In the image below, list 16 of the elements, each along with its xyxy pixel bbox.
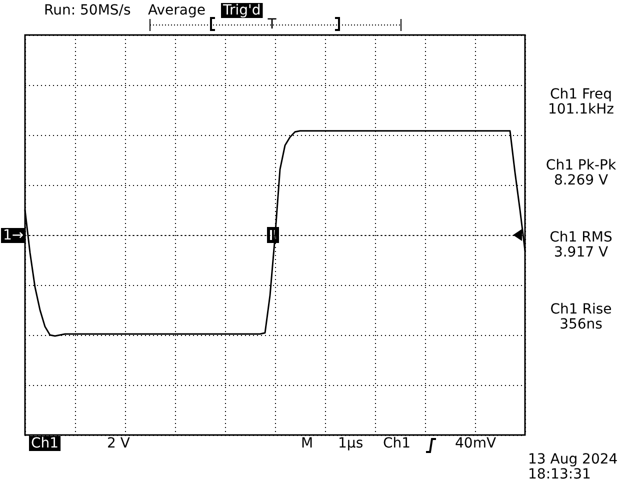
- text: Average: [148, 2, 206, 18]
- text: 2 V: [107, 436, 130, 452]
- text: T: [266, 16, 277, 32]
- text: Ch1 Pk-Pk 8.269 V: [546, 158, 617, 188]
- text: 1→: [3, 228, 24, 244]
- text: Run: 50MS/s: [44, 2, 131, 18]
- text: Ch1 Freq 101.1kHz: [548, 86, 614, 118]
- text: Ch1 RMS 3.917 V: [550, 230, 612, 260]
- text: Trig'd: [222, 2, 261, 18]
- text: 1µs: [338, 436, 364, 452]
- text: 40mV: [455, 436, 496, 452]
- text: Ch1: [31, 436, 59, 452]
- text: Ch1: [383, 436, 411, 452]
- text: M: [301, 436, 314, 452]
- text: 13 Aug 2024 18:13:31: [528, 452, 618, 480]
- text: Ch1 Rise 356ns: [550, 302, 612, 332]
